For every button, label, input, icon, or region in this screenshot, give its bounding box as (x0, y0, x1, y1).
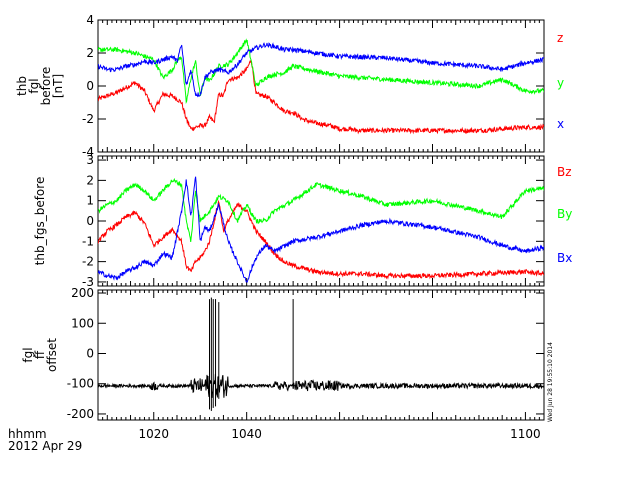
legend-label-z: z (557, 31, 563, 45)
x-tick-label: 1020 (138, 427, 169, 441)
y-tick-label: 100 (71, 316, 94, 330)
y-tick-label: -2 (82, 112, 94, 126)
plot-frame (97, 155, 545, 287)
y-tick-label: -4 (82, 145, 94, 159)
legend-label-y: y (557, 76, 564, 90)
series-line-y (98, 38, 544, 105)
legend-label-bx: Bx (557, 251, 572, 265)
series-line-bx (98, 176, 544, 283)
y-tick-label: -2 (82, 255, 94, 269)
y-axis-label: ff (33, 350, 47, 359)
y-tick-label: 0 (86, 214, 94, 228)
y-tick-label: 0 (86, 346, 94, 360)
y-tick-label: 4 (86, 13, 94, 27)
timestamp-label: Wed Jun 28 19:55:10 2014 (547, 342, 554, 422)
y-tick-label: 2 (86, 46, 94, 60)
series-line-z (98, 59, 544, 135)
x-axis-unit-label: hhmm (8, 427, 47, 441)
y-tick-label: 2 (86, 173, 94, 187)
x-axis-date-label: 2012 Apr 29 (8, 439, 83, 453)
panel-magnetic-field-fgs: -3 -2 -1 0 1 2 3 thb_fgs_before Bz By Bx (33, 153, 572, 289)
y-axis-label: thb_fgs_before (33, 177, 47, 266)
y-axis-label: fgl (21, 347, 35, 362)
legend-label-x: x (557, 117, 564, 131)
x-tick-label: 1100 (510, 427, 541, 441)
y-axis-label: thb (15, 76, 29, 96)
y-tick-label: -3 (82, 275, 94, 289)
series-line-bz (98, 199, 544, 280)
y-tick-label: 1 (86, 194, 94, 208)
series-line-by (98, 177, 544, 243)
x-tick-label: 1040 (231, 427, 262, 441)
plot-frame (97, 289, 545, 421)
y-tick-label: -200 (67, 407, 94, 421)
y-tick-label: -1 (82, 234, 94, 248)
legend-label-bz: Bz (557, 165, 572, 179)
y-axis-label: [nT] (51, 74, 65, 98)
y-tick-label: 3 (86, 153, 94, 167)
y-tick-label: 200 (71, 286, 94, 300)
series-line-x (98, 42, 544, 98)
y-axis-label: offset (45, 338, 59, 372)
y-tick-label: -100 (67, 377, 94, 391)
series-line (98, 373, 544, 398)
y-tick-label: 0 (86, 79, 94, 93)
legend-label-by: By (557, 207, 572, 221)
y-axis-label: before (39, 67, 53, 106)
y-axis-label: fgl (27, 78, 41, 93)
